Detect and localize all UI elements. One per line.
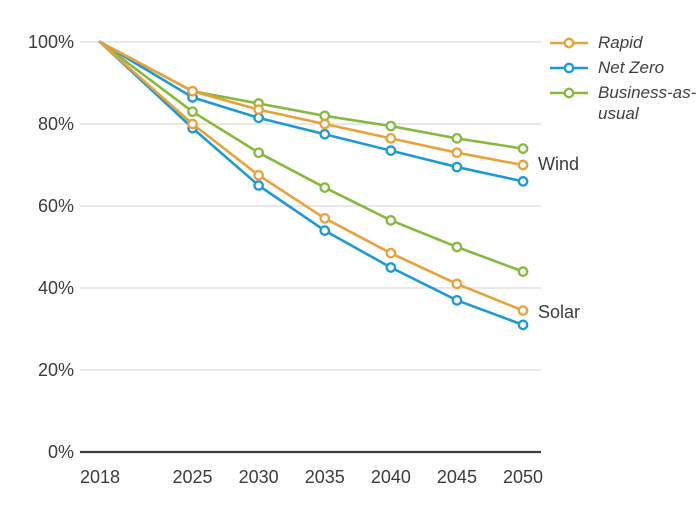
y-tick-label-60: 60% xyxy=(38,196,74,216)
data-point-wind-net-zero-2035 xyxy=(319,128,331,140)
data-point-wind-rapid-2035 xyxy=(319,118,331,130)
legend-item-rapid: Rapid xyxy=(549,32,700,53)
y-tick-label-20: 20% xyxy=(38,360,74,380)
legend-item-net-zero: Net Zero xyxy=(549,57,700,78)
net-zero-line-marker-icon xyxy=(550,62,588,74)
data-point-solar-business-as-usual-2025 xyxy=(187,106,198,118)
chart-legend: Rapid Net Zero Business-as-usual xyxy=(549,32,700,128)
data-point-wind-rapid-2025 xyxy=(187,85,198,97)
data-point-solar-rapid-2045 xyxy=(451,278,463,290)
series-group-label-wind: Wind xyxy=(538,154,580,174)
data-point-solar-rapid-2035 xyxy=(319,212,331,224)
y-tick-label-100: 100% xyxy=(28,32,74,52)
x-tick-label-2025: 2025 xyxy=(173,467,213,487)
data-point-wind-net-zero-2040 xyxy=(385,145,397,156)
series-group-label-solar: Solar xyxy=(538,301,581,322)
data-point-solar-rapid-2030 xyxy=(253,169,264,181)
data-point-wind-business-as-usual-2040 xyxy=(385,120,397,132)
data-point-solar-business-as-usual-2040 xyxy=(385,215,397,226)
legend-label-net-zero: Net Zero xyxy=(598,58,665,77)
data-point-wind-rapid-2045 xyxy=(451,147,463,159)
data-point-solar-business-as-usual-2045 xyxy=(451,241,463,253)
y-tick-label-0: 0% xyxy=(48,442,74,462)
data-point-wind-net-zero-2045 xyxy=(451,161,463,173)
y-tick-label-80: 80% xyxy=(38,114,74,134)
business-as-usual-line-marker-icon xyxy=(550,87,588,99)
series-line-solar-rapid xyxy=(98,40,525,312)
data-point-wind-business-as-usual-2045 xyxy=(451,133,463,144)
data-point-solar-business-as-usual-2030 xyxy=(253,147,264,159)
x-tick-label-2045: 2045 xyxy=(437,467,477,487)
data-point-wind-rapid-2040 xyxy=(385,133,397,144)
legend-label-rapid: Rapid xyxy=(598,33,643,52)
data-point-solar-rapid-2040 xyxy=(385,247,397,259)
legend-item-business-as-usual: Business-as-usual xyxy=(549,82,700,124)
data-point-solar-net-zero-2030 xyxy=(253,180,264,191)
series-line-wind-net-zero xyxy=(98,40,525,183)
series-line-wind-rapid xyxy=(98,40,525,167)
legend-label-business-as-usual: Business-as-usual xyxy=(598,83,697,123)
rapid-line-marker-icon xyxy=(550,37,588,49)
y-tick-label-40: 40% xyxy=(38,278,74,298)
data-point-solar-net-zero-2040 xyxy=(385,262,397,273)
data-point-wind-rapid-2030 xyxy=(253,104,264,116)
x-tick-label-2035: 2035 xyxy=(305,467,345,487)
data-point-solar-net-zero-2045 xyxy=(451,294,463,306)
data-point-wind-business-as-usual-2050 xyxy=(517,143,529,154)
data-point-solar-business-as-usual-2050 xyxy=(517,266,529,277)
data-point-solar-net-zero-2035 xyxy=(319,225,331,236)
data-point-solar-rapid-2025 xyxy=(187,118,198,130)
data-point-wind-net-zero-2050 xyxy=(517,176,529,187)
data-point-solar-net-zero-2050 xyxy=(517,319,529,331)
series-line-wind-business-as-usual xyxy=(98,40,525,150)
x-tick-label-2040: 2040 xyxy=(371,467,411,487)
x-tick-label-2030: 2030 xyxy=(239,467,279,487)
x-tick-label-2018: 2018 xyxy=(80,467,120,487)
data-point-wind-rapid-2050 xyxy=(517,159,529,171)
x-tick-label-2050: 2050 xyxy=(503,467,543,487)
data-point-solar-rapid-2050 xyxy=(517,305,529,316)
data-point-solar-business-as-usual-2035 xyxy=(319,182,331,193)
